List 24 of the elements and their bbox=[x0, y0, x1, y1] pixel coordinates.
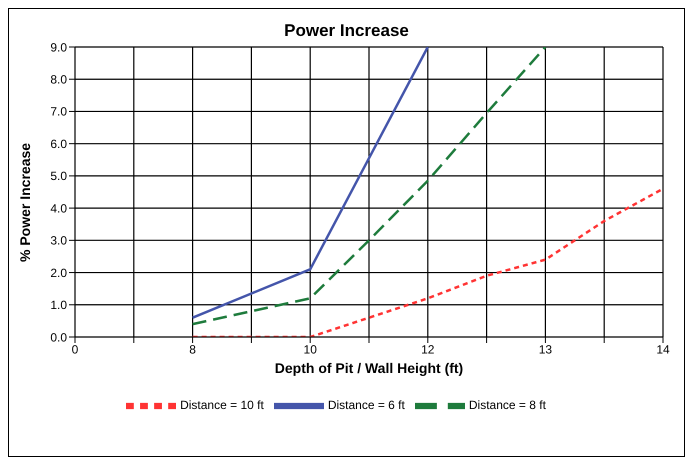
y-tick-label: 2.0 bbox=[50, 266, 68, 280]
y-tick-label: 7.0 bbox=[50, 104, 68, 119]
y-tick-label: 9.0 bbox=[50, 40, 68, 54]
y-tick-label: 8.0 bbox=[50, 72, 68, 86]
line-series bbox=[191, 47, 547, 326]
legend-label: Distance = 8 ft bbox=[468, 398, 546, 412]
legend-label: Distance = 6 ft bbox=[328, 398, 405, 412]
x-tick-label: 0 bbox=[72, 342, 79, 357]
y-tick-label: 1.0 bbox=[50, 298, 68, 312]
x-tick-label: 8 bbox=[189, 342, 196, 357]
y-axis-title: % Power Increase bbox=[16, 142, 33, 262]
legend-label: Distance = 10 ft bbox=[180, 398, 264, 412]
y-tick-label: 3.0 bbox=[50, 234, 68, 248]
y-tick-label: 5.0 bbox=[50, 169, 68, 184]
chart-title: Power Increase bbox=[283, 21, 410, 41]
x-tick-label: 14 bbox=[656, 342, 670, 357]
x-tick-label: 10 bbox=[304, 342, 318, 357]
y-tick-label: 6.0 bbox=[50, 136, 68, 151]
x-tick-label: 12 bbox=[421, 342, 435, 357]
x-tick-label: 13 bbox=[538, 342, 552, 357]
x-axis-title: Depth of Pit / Wall Height (ft) bbox=[274, 360, 464, 376]
y-tick-label: 0.0 bbox=[50, 330, 68, 344]
line-series bbox=[191, 47, 430, 319]
y-tick-label: 4.0 bbox=[50, 201, 68, 216]
